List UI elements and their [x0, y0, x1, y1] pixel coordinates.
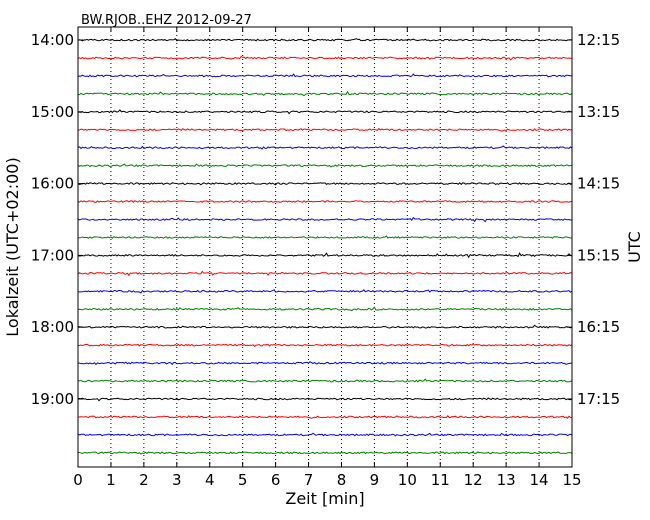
trace-1815 [77, 343, 573, 347]
y-tick-label-right: 12:15 [577, 31, 620, 49]
trace-1745 [77, 306, 573, 312]
x-tick-label: 9 [370, 471, 380, 489]
x-tick-label: 10 [398, 471, 417, 489]
x-tick-label: 7 [304, 471, 314, 489]
y-axis-label-left: Lokalzeit (UTC+02:00) [3, 157, 22, 336]
y-tick-label-left: 14:00 [31, 31, 74, 49]
x-tick-label: 11 [431, 471, 450, 489]
chart-title: BW.RJOB..EHZ 2012-09-27 [81, 13, 252, 28]
trace-1615 [77, 200, 573, 203]
trace-1830 [77, 361, 573, 366]
trace-1630 [77, 216, 573, 223]
y-tick-label-right: 16:15 [577, 318, 620, 336]
trace-1600 [77, 182, 573, 186]
trace-1530 [77, 145, 573, 150]
x-tick-label: 15 [562, 471, 581, 489]
y-tick-label-left: 17:00 [31, 246, 74, 264]
trace-1715 [77, 270, 573, 277]
x-tick-label: 13 [497, 471, 516, 489]
trace-1800 [77, 324, 573, 329]
x-tick-label: 8 [337, 471, 347, 489]
trace-1400 [77, 37, 573, 42]
trace-1415 [77, 55, 573, 61]
x-tick-label: 14 [530, 471, 549, 489]
x-axis-label: Zeit [min] [285, 489, 364, 508]
x-tick-label: 4 [205, 471, 215, 489]
plot-frame [77, 26, 573, 468]
trace-1730 [77, 289, 573, 294]
y-tick-label-left: 19:00 [31, 390, 74, 408]
x-tick-label: 5 [238, 471, 248, 489]
y-tick-label-right: 17:15 [577, 390, 620, 408]
y-tick-label-left: 15:00 [31, 103, 74, 121]
trace-1700 [77, 252, 573, 259]
trace-group [77, 37, 573, 455]
trace-1645 [77, 235, 573, 239]
x-tick-label: 3 [172, 471, 182, 489]
y-tick-label-right: 15:15 [577, 246, 620, 264]
trace-1900 [77, 397, 573, 402]
y-tick-label-left: 18:00 [31, 318, 74, 336]
tick-group: 0 1 2 3 4 5 6 7 8 9 10 11 12 13 14 1514:0015:0016:0017:… [31, 27, 620, 489]
trace-1930 [77, 432, 573, 437]
x-tick-label: 2 [139, 471, 149, 489]
x-tick-label: 1 [106, 471, 116, 489]
x-tick-label: 12 [464, 471, 483, 489]
x-tick-label: 0 [73, 471, 83, 489]
trace-1515 [77, 127, 573, 132]
trace-1915 [77, 415, 573, 420]
trace-1945 [77, 451, 573, 455]
grid-lines [110, 27, 540, 467]
y-tick-label-right: 13:15 [577, 103, 620, 121]
y-tick-label-left: 16:00 [31, 175, 74, 193]
y-axis-label-right: UTC [625, 231, 644, 263]
trace-1445 [77, 90, 573, 97]
y-tick-label-right: 14:15 [577, 175, 620, 193]
trace-1845 [77, 378, 573, 383]
x-tick-label: 6 [271, 471, 281, 489]
trace-1545 [77, 163, 573, 168]
trace-1500 [77, 109, 573, 115]
trace-1430 [77, 73, 573, 78]
